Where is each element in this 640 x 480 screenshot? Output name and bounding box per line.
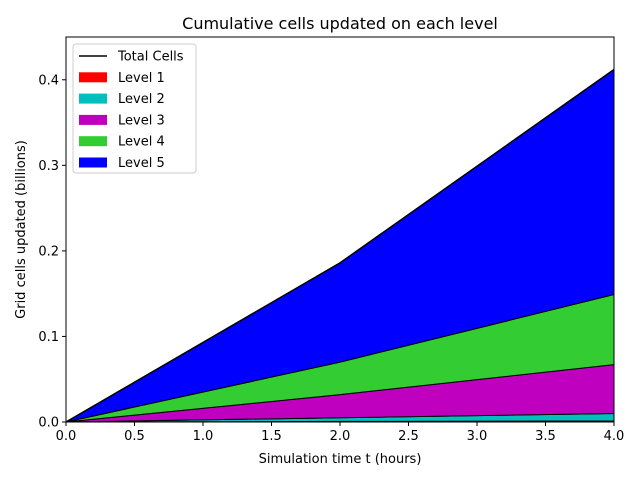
- y-axis-label: Grid cells updated (billions): [14, 140, 29, 319]
- y-tick-label: 0.0: [38, 416, 59, 431]
- legend: Total Cells Level 1 Level 2 Level 3 Level 4 L…: [72, 43, 197, 174]
- legend-label-level-3: Level 3: [118, 113, 165, 128]
- legend-swatch-level-3: [79, 114, 107, 125]
- legend-swatch-level-4: [79, 136, 107, 147]
- legend-swatch-level-1: [79, 72, 107, 83]
- y-tick-label: 0.4: [38, 73, 59, 88]
- legend-swatch-level-5: [79, 157, 107, 168]
- x-tick-label: 1.5: [261, 429, 282, 444]
- x-tick-label: 4.0: [604, 429, 625, 444]
- total-line-group: [65, 68, 615, 423]
- x-axis-label: Simulation time t (hours): [259, 452, 422, 467]
- y-tick-label: 0.3: [38, 159, 59, 174]
- y-tick-label: 0.1: [38, 330, 59, 345]
- legend-label-level-4: Level 4: [118, 135, 165, 150]
- legend-label-level-5: Level 5: [118, 156, 165, 171]
- legend-label-level-2: Level 2: [118, 92, 165, 107]
- chart-title: Cumulative cells updated on each level: [182, 14, 498, 33]
- x-tick-label: 2.5: [398, 429, 419, 444]
- total-cells-line: [65, 68, 615, 423]
- x-tick-label: 1.0: [193, 429, 214, 444]
- legend-label-level-1: Level 1: [118, 71, 165, 86]
- legend-label-total-cells: Total Cells: [117, 50, 184, 65]
- y-tick-label: 0.2: [38, 244, 59, 259]
- x-tick-label: 0.5: [124, 429, 145, 444]
- y-axis: 0.0 0.1 0.2 0.3 0.4: [38, 73, 66, 431]
- x-tick-label: 3.5: [535, 429, 556, 444]
- x-tick-label: 2.0: [330, 429, 351, 444]
- legend-swatch-level-2: [79, 93, 107, 104]
- x-tick-label: 3.0: [467, 429, 488, 444]
- x-axis: 0.0 0.5 1.0 1.5 2.0 2.5 3.0 3.5 4.0: [56, 422, 625, 444]
- x-tick-label: 0.0: [56, 429, 77, 444]
